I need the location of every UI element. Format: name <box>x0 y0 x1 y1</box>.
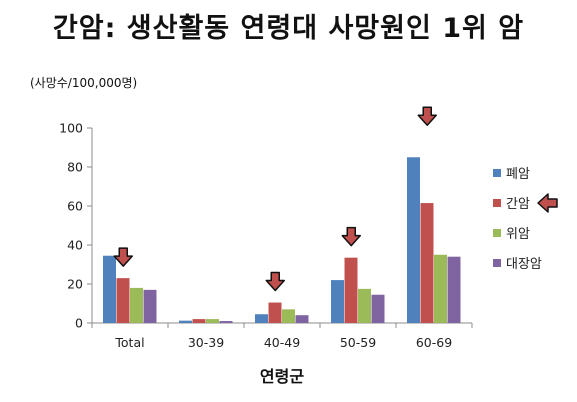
bar-폐암-50-59 <box>331 280 344 323</box>
x-tick-label: 50-59 <box>340 335 376 350</box>
legend-swatch-대장암 <box>493 259 501 267</box>
y-tick-label: 0 <box>75 316 83 331</box>
bar-위암-60-69 <box>434 254 447 323</box>
legend-swatch-폐암 <box>493 169 501 177</box>
bar-폐암-60-69 <box>407 157 420 323</box>
bar-위암-40-49 <box>282 309 295 323</box>
bar-간암-30-39 <box>192 319 206 323</box>
y-tick-label: 100 <box>59 121 83 136</box>
bar-폐암-Total <box>103 255 116 323</box>
bar-위암-Total <box>130 287 143 323</box>
y-tick-label: 80 <box>67 160 83 175</box>
arrow-down-icon <box>417 106 437 126</box>
bar-간암-Total <box>116 278 130 323</box>
legend-label-폐암: 폐암 <box>506 167 530 182</box>
bar-간암-40-49 <box>268 302 282 323</box>
x-tick-label: 30-39 <box>188 335 224 350</box>
bar-대장암-50-59 <box>371 294 385 323</box>
legend-swatch-위암 <box>493 229 501 237</box>
bar-대장암-30-39 <box>219 321 233 323</box>
bar-위암-30-39 <box>206 319 219 323</box>
bar-대장암-40-49 <box>295 315 309 323</box>
bar-위암-50-59 <box>358 288 371 323</box>
bar-폐암-30-39 <box>179 320 192 323</box>
bar-간암-50-59 <box>344 257 358 323</box>
unit-label: (사망수/100,000명) <box>30 76 138 90</box>
bar-간암-60-69 <box>420 203 434 323</box>
chart-title: 간암: 생산활동 연령대 사망원인 1위 암 <box>52 13 525 44</box>
legend-label-대장암: 대장암 <box>506 257 542 272</box>
x-axis-title: 연령군 <box>260 367 304 386</box>
arrow-down-icon <box>265 271 285 292</box>
bar-대장암-60-69 <box>447 256 461 323</box>
bar-폐암-40-49 <box>255 314 268 323</box>
arrow-down-icon <box>113 247 133 267</box>
y-tick-label: 40 <box>67 238 83 253</box>
x-tick-label: Total <box>114 335 144 350</box>
legend-label-위암: 위암 <box>506 227 530 242</box>
arrow-down-icon <box>341 226 361 247</box>
arrow-left-icon <box>537 193 558 213</box>
x-tick-label: 40-49 <box>264 335 300 350</box>
legend-label-간암: 간암 <box>506 197 530 212</box>
bar-대장암-Total <box>143 289 157 323</box>
y-tick-label: 60 <box>67 199 83 214</box>
x-tick-label: 60-69 <box>416 335 452 350</box>
y-tick-label: 20 <box>67 277 83 292</box>
legend-swatch-간암 <box>493 199 501 207</box>
